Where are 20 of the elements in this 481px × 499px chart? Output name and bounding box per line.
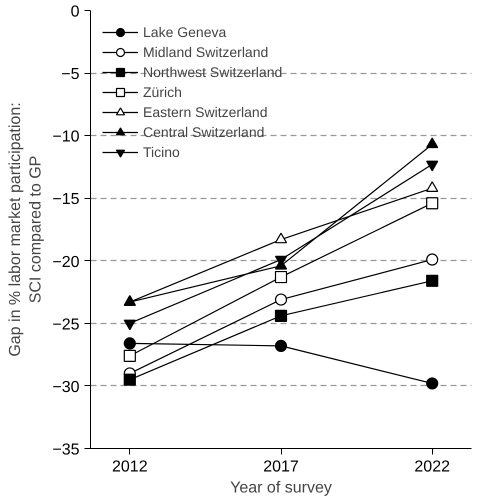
legend-label: Midland Switzerland xyxy=(143,44,268,60)
legend-label: Ticino xyxy=(143,144,180,160)
legend-label: Eastern Switzerland xyxy=(143,104,268,120)
y-tick-label: −15 xyxy=(52,191,80,208)
y-tick-label: −30 xyxy=(52,378,80,396)
y-tick-label: −35 xyxy=(52,442,80,458)
y-tick-label: −5 xyxy=(61,66,80,84)
legend-label: Northwest Switzerland xyxy=(143,64,282,80)
y-tick-label: −25 xyxy=(52,316,80,334)
x-tick-label: 2017 xyxy=(263,458,299,476)
x-tick-label: 2012 xyxy=(112,458,148,476)
y-tick-label: 0 xyxy=(70,4,80,20)
y-tick-label: −20 xyxy=(52,254,80,271)
legend-label: Zürich xyxy=(143,84,182,100)
y-tick-label: −10 xyxy=(52,128,80,146)
x-tick-label: 2022 xyxy=(414,458,450,476)
x-axis-title: Year of survey xyxy=(230,480,332,496)
y-axis-title: Gap in % labor market participation: SCI compared to GP xyxy=(6,102,44,357)
legend-label: Lake Geneva xyxy=(143,24,226,40)
legend-label: Central Switzerland xyxy=(143,124,264,140)
